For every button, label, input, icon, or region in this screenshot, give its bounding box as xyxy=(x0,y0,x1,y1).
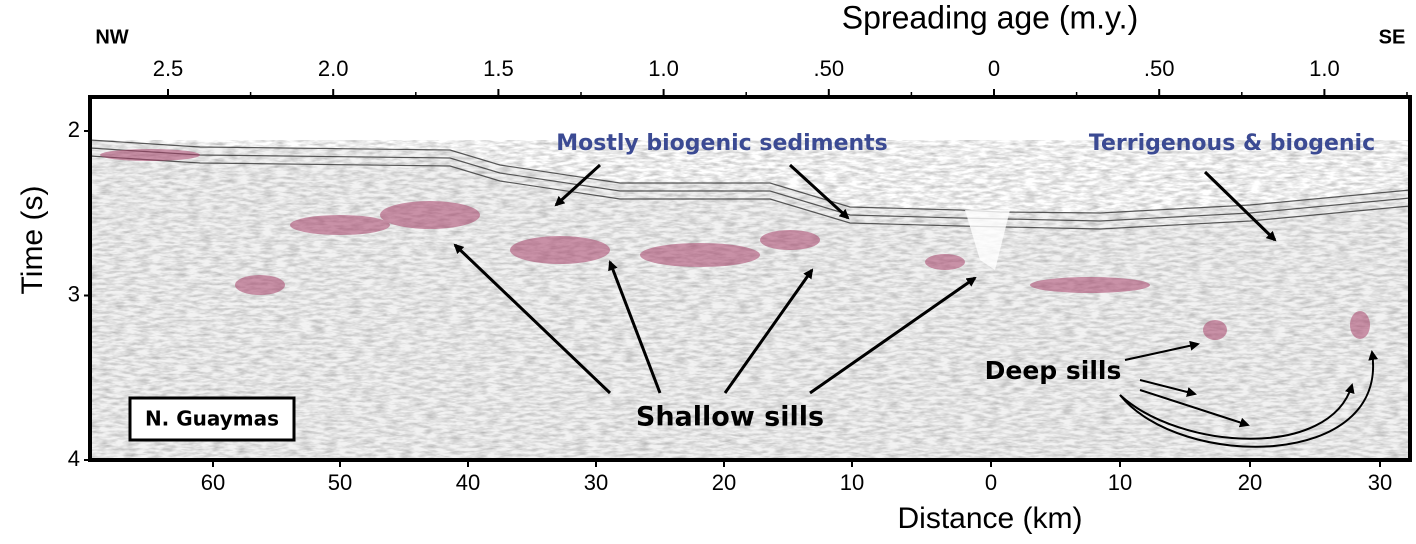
top-tick-label: 1.0 xyxy=(1309,56,1340,81)
location-label: N. Guaymas xyxy=(145,407,279,431)
top-tick-label: .50 xyxy=(814,56,845,81)
bottom-tick-label: 0 xyxy=(985,470,997,495)
top-tick-label: 1.5 xyxy=(483,56,514,81)
top-tick-label: .50 xyxy=(1144,56,1175,81)
figure: Spreading age (m.y.) NW SE Time (s) Dist… xyxy=(0,0,1416,544)
top-tick-label: 2.0 xyxy=(318,56,349,81)
annotation: Terrigenous & biogenic xyxy=(1089,131,1375,156)
top-axis-title: Spreading age (m.y.) xyxy=(842,0,1138,35)
left-tick-label: 2 xyxy=(68,117,80,142)
bottom-tick-label: 30 xyxy=(584,470,608,495)
top-tick-label: 1.0 xyxy=(648,56,679,81)
annotation: Shallow sills xyxy=(636,402,824,433)
bottom-tick-label: 40 xyxy=(456,470,480,495)
bottom-tick-label: 10 xyxy=(1108,470,1132,495)
bottom-axis-title: Distance (km) xyxy=(897,502,1082,535)
left-tick-label: 4 xyxy=(68,446,80,471)
bottom-tick-label: 10 xyxy=(840,470,864,495)
annotation: Mostly biogenic sediments xyxy=(556,131,888,156)
left-axis-title: Time (s) xyxy=(16,186,49,295)
annotation: Deep sills xyxy=(985,356,1122,385)
bottom-tick-label: 60 xyxy=(201,470,225,495)
direction-se: SE xyxy=(1379,26,1406,48)
top-tick-label: 2.5 xyxy=(153,56,184,81)
direction-nw: NW xyxy=(95,26,128,48)
left-tick-label: 3 xyxy=(68,281,80,306)
bottom-tick-label: 50 xyxy=(328,470,352,495)
top-tick-label: 0 xyxy=(988,56,1000,81)
bottom-tick-label: 20 xyxy=(712,470,736,495)
bottom-tick-label: 30 xyxy=(1368,470,1392,495)
bottom-tick-label: 20 xyxy=(1238,470,1262,495)
